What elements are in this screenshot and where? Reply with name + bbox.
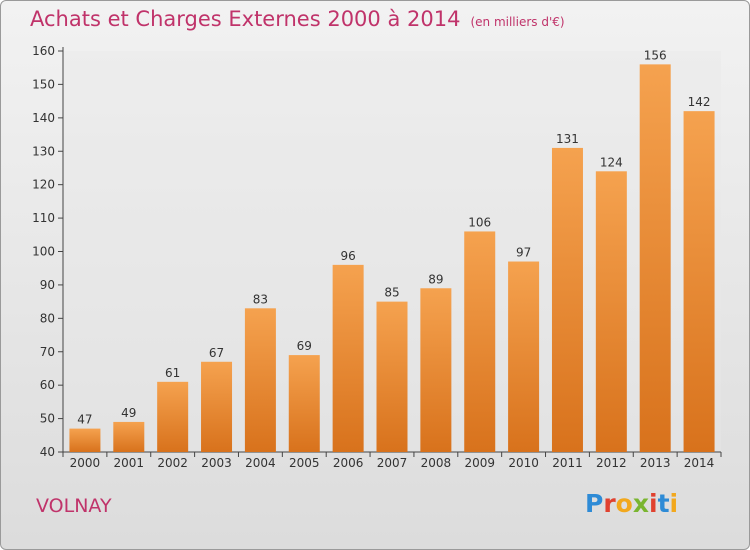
logo-letter: P: [585, 489, 604, 518]
bar-value-label: 131: [556, 132, 579, 146]
bar-value-label: 47: [77, 413, 92, 427]
x-tick-label: 2000: [70, 456, 101, 470]
bar: [288, 355, 320, 452]
chart-title-text: Achats et Charges Externes 2000 à 2014: [30, 7, 461, 31]
bar: [113, 421, 145, 452]
x-tick-label: 2001: [114, 456, 145, 470]
bar-value-label: 61: [165, 366, 180, 380]
bar: [464, 231, 496, 452]
bar-value-label: 97: [516, 246, 531, 260]
bar-value-label: 89: [428, 272, 443, 286]
x-tick-label: 2003: [201, 456, 232, 470]
y-tick-label: 110: [32, 211, 55, 225]
bar-value-label: 124: [600, 155, 623, 169]
logo-letter: r: [603, 489, 616, 518]
bar: [376, 301, 408, 452]
x-tick-label: 2006: [333, 456, 364, 470]
x-tick-label: 2007: [377, 456, 408, 470]
y-tick-label: 160: [32, 44, 55, 58]
bar: [551, 147, 583, 453]
bar: [157, 381, 189, 452]
logo-letter: t: [657, 489, 670, 518]
logo-letter: i: [669, 489, 679, 518]
x-tick-label: 2010: [508, 456, 539, 470]
y-tick-label: 150: [32, 77, 55, 91]
bar-value-label: 67: [209, 346, 224, 360]
x-tick-label: 2005: [289, 456, 320, 470]
x-tick-label: 2012: [596, 456, 627, 470]
y-tick-label: 60: [40, 378, 55, 392]
x-tick-label: 2002: [157, 456, 188, 470]
bar: [683, 111, 715, 453]
bar-value-label: 96: [340, 249, 355, 263]
bar: [244, 308, 276, 452]
bar: [69, 428, 101, 452]
bar: [201, 361, 233, 452]
bar: [420, 288, 452, 452]
x-tick-label: 2011: [552, 456, 583, 470]
x-tick-label: 2009: [464, 456, 495, 470]
y-tick-label: 50: [40, 412, 55, 426]
y-tick-label: 70: [40, 345, 55, 359]
bar: [639, 64, 671, 452]
bar-value-label: 69: [297, 339, 312, 353]
bar: [508, 261, 540, 452]
x-tick-label: 2014: [684, 456, 715, 470]
bar: [595, 171, 627, 453]
y-tick-label: 90: [40, 278, 55, 292]
bar-value-label: 106: [468, 215, 491, 229]
logo-letter: i: [649, 489, 658, 518]
y-tick-label: 80: [40, 311, 55, 325]
chart-title: Achats et Charges Externes 2000 à 2014 (e…: [30, 7, 565, 31]
bar-value-label: 142: [688, 95, 711, 109]
y-tick-label: 100: [32, 245, 55, 259]
x-tick-label: 2008: [421, 456, 452, 470]
commune-name: VOLNAY: [36, 495, 112, 517]
y-tick-label: 40: [40, 445, 55, 459]
chart-unit: (en milliers d'€): [470, 15, 565, 29]
x-tick-label: 2013: [640, 456, 671, 470]
bar-value-label: 85: [384, 286, 399, 300]
y-tick-label: 130: [32, 144, 55, 158]
bar-value-label: 49: [121, 406, 136, 420]
y-tick-label: 140: [32, 111, 55, 125]
proxiti-logo: Proxiti: [585, 489, 678, 518]
bar-value-label: 156: [644, 48, 667, 62]
x-tick-label: 2004: [245, 456, 276, 470]
y-tick-label: 120: [32, 178, 55, 192]
logo-letter: o: [615, 489, 633, 518]
bar-value-label: 83: [253, 292, 268, 306]
bar: [332, 264, 364, 452]
logo-letter: x: [632, 489, 649, 518]
